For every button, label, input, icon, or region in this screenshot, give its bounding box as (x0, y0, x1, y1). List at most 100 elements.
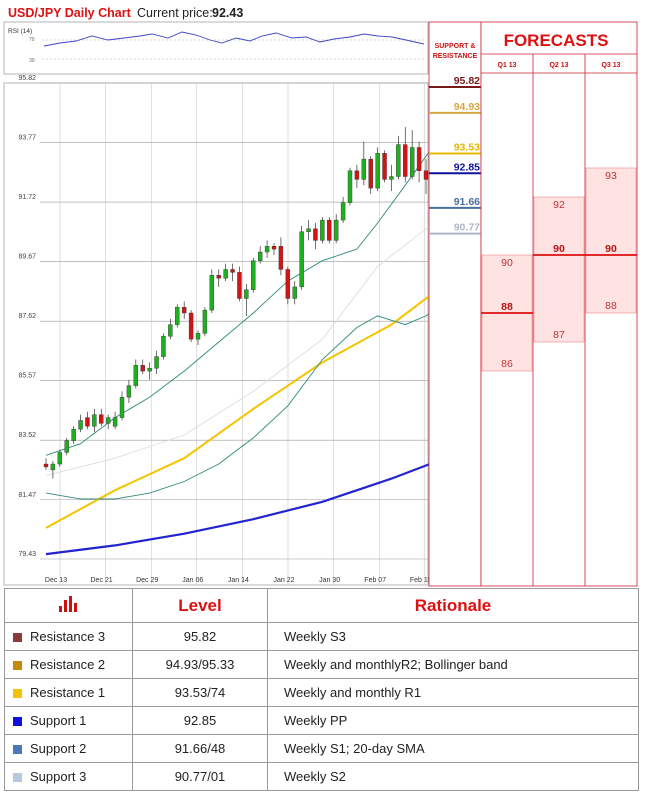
candle-up (175, 307, 180, 325)
candle-up (195, 333, 201, 340)
x-tick-label: Jan 06 (182, 577, 203, 584)
sr-levels: 95.82 94.93 93.53 92.85 91.66 90.77 (429, 75, 481, 235)
candle-up (133, 365, 139, 386)
candle-up (50, 463, 56, 471)
level-name: Resistance 3 (30, 629, 106, 644)
rsi-tick-70: 70 (29, 37, 35, 43)
level-name: Support 2 (30, 741, 87, 756)
level-name: Support 3 (30, 769, 87, 784)
forecast-quarter-label: Q2 13 (549, 62, 568, 69)
candle-down (85, 417, 90, 427)
candle-up (396, 144, 401, 177)
x-tick-label: Jan 14 (228, 577, 249, 584)
table-row: Resistance 1 93.53/74 Weekly and monthly R… (4, 678, 639, 707)
forecast-high-label: 93 (605, 170, 617, 182)
y-tick-label: 83.52 (18, 432, 36, 439)
table-row: Resistance 3 95.82 Weekly S3 (4, 622, 639, 651)
color-swatch (13, 661, 22, 670)
y-tick-label: 89.67 (18, 254, 36, 261)
level-value: 90.77/01 (132, 762, 268, 791)
sr-label: 92.85 (454, 161, 480, 173)
table-row: Support 3 90.77/01 Weekly S2 (4, 762, 639, 791)
table-row: Resistance 2 94.93/95.33 Weekly and monthl… (4, 650, 639, 679)
table-header-row: Level Rationale (4, 588, 639, 623)
candle-down (382, 153, 387, 180)
forecast-high-label: 92 (553, 199, 565, 211)
candle-down (43, 463, 49, 468)
candle-up (161, 336, 166, 357)
level-name: Resistance 2 (30, 657, 106, 672)
forecast-mid-label: 90 (605, 243, 617, 255)
rsi-tick-30: 30 (29, 58, 35, 64)
y-tick-label: 85.57 (18, 373, 36, 380)
candle-up (105, 417, 111, 424)
candle-up (71, 428, 76, 441)
candle-down (354, 170, 360, 180)
candle-up (361, 158, 367, 180)
forecast-low-label: 88 (605, 300, 617, 312)
candle-down (285, 269, 291, 299)
sr-header-line1: SUPPORT & (435, 43, 476, 50)
bar-chart-icon (58, 596, 77, 612)
sr-label: 95.82 (454, 75, 480, 87)
level-rationale: Weekly and monthly R1 (267, 678, 639, 707)
chart-title: USD/JPY Daily Chart (8, 6, 132, 20)
color-swatch (13, 717, 22, 726)
x-tick-label: Feb 07 (364, 577, 386, 584)
candle-up (244, 289, 249, 299)
candle-up (64, 440, 69, 453)
candle-down (230, 269, 235, 273)
forecast-quarter-label: Q3 13 (601, 62, 620, 69)
forecast-quarter-label: Q1 13 (497, 62, 516, 69)
candle-up (126, 385, 132, 398)
level-name-cell: Support 1 (4, 706, 133, 735)
rsi-panel (3, 21, 429, 75)
y-tick-label: 91.72 (18, 194, 36, 201)
candle-up (112, 417, 118, 427)
x-tick-label: Jan 22 (273, 577, 294, 584)
candle-up (299, 231, 304, 288)
candle-up (320, 219, 325, 241)
level-value: 91.66/48 (132, 734, 268, 763)
forecast-range-box (533, 196, 585, 343)
candle-down (327, 219, 332, 241)
forecast-boxes: Q1 13 90 88 86 Q2 13 92 90 87 Q3 13 93 90 88 (481, 62, 637, 372)
forecast-mid-label: 88 (501, 301, 513, 313)
candle-down (416, 147, 422, 171)
price-value: 92.43 (212, 6, 243, 20)
candle-down (368, 158, 373, 189)
y-tick-label: 81.47 (18, 492, 36, 499)
sr-label: 93.53 (454, 142, 480, 154)
level-name-cell: Resistance 3 (4, 622, 133, 651)
candle-up (57, 452, 63, 465)
y-tick-label: 79.43 (18, 551, 36, 558)
level-name-cell: Resistance 1 (4, 678, 133, 707)
grid-lines (40, 82, 428, 585)
x-tick-label: Dec 29 (136, 577, 158, 584)
forecast-high-label: 90 (501, 257, 513, 269)
x-tick-label: Dec 13 (45, 577, 67, 584)
candle-down (140, 365, 145, 372)
candle-up (147, 367, 152, 372)
forecast-range-box (585, 167, 637, 314)
sr-label: 91.66 (454, 196, 480, 208)
candle-up (257, 251, 263, 261)
level-value: 94.93/95.33 (132, 650, 268, 679)
candle-down (237, 272, 242, 299)
level-rationale: Weekly S2 (267, 762, 639, 791)
color-swatch (13, 745, 22, 754)
rationale-header: Rationale (267, 588, 639, 623)
candle-up (306, 228, 311, 232)
level-rationale: Weekly S3 (267, 622, 639, 651)
color-swatch (13, 773, 22, 782)
candle-down (278, 246, 284, 270)
candle-down (188, 312, 194, 340)
levels-table: Level Rationale Resistance 3 95.82 Weekly … (4, 588, 639, 791)
candle-up (347, 170, 353, 203)
rsi-line (43, 31, 425, 47)
table-row: Support 2 91.66/48 Weekly S1; 20-day SMA (4, 734, 639, 763)
candle-down (181, 307, 187, 314)
candle-up (340, 202, 346, 221)
candle-up (333, 219, 339, 241)
chart-panel: USD/JPY Daily Chart Current price: 92.43… (3, 6, 638, 587)
